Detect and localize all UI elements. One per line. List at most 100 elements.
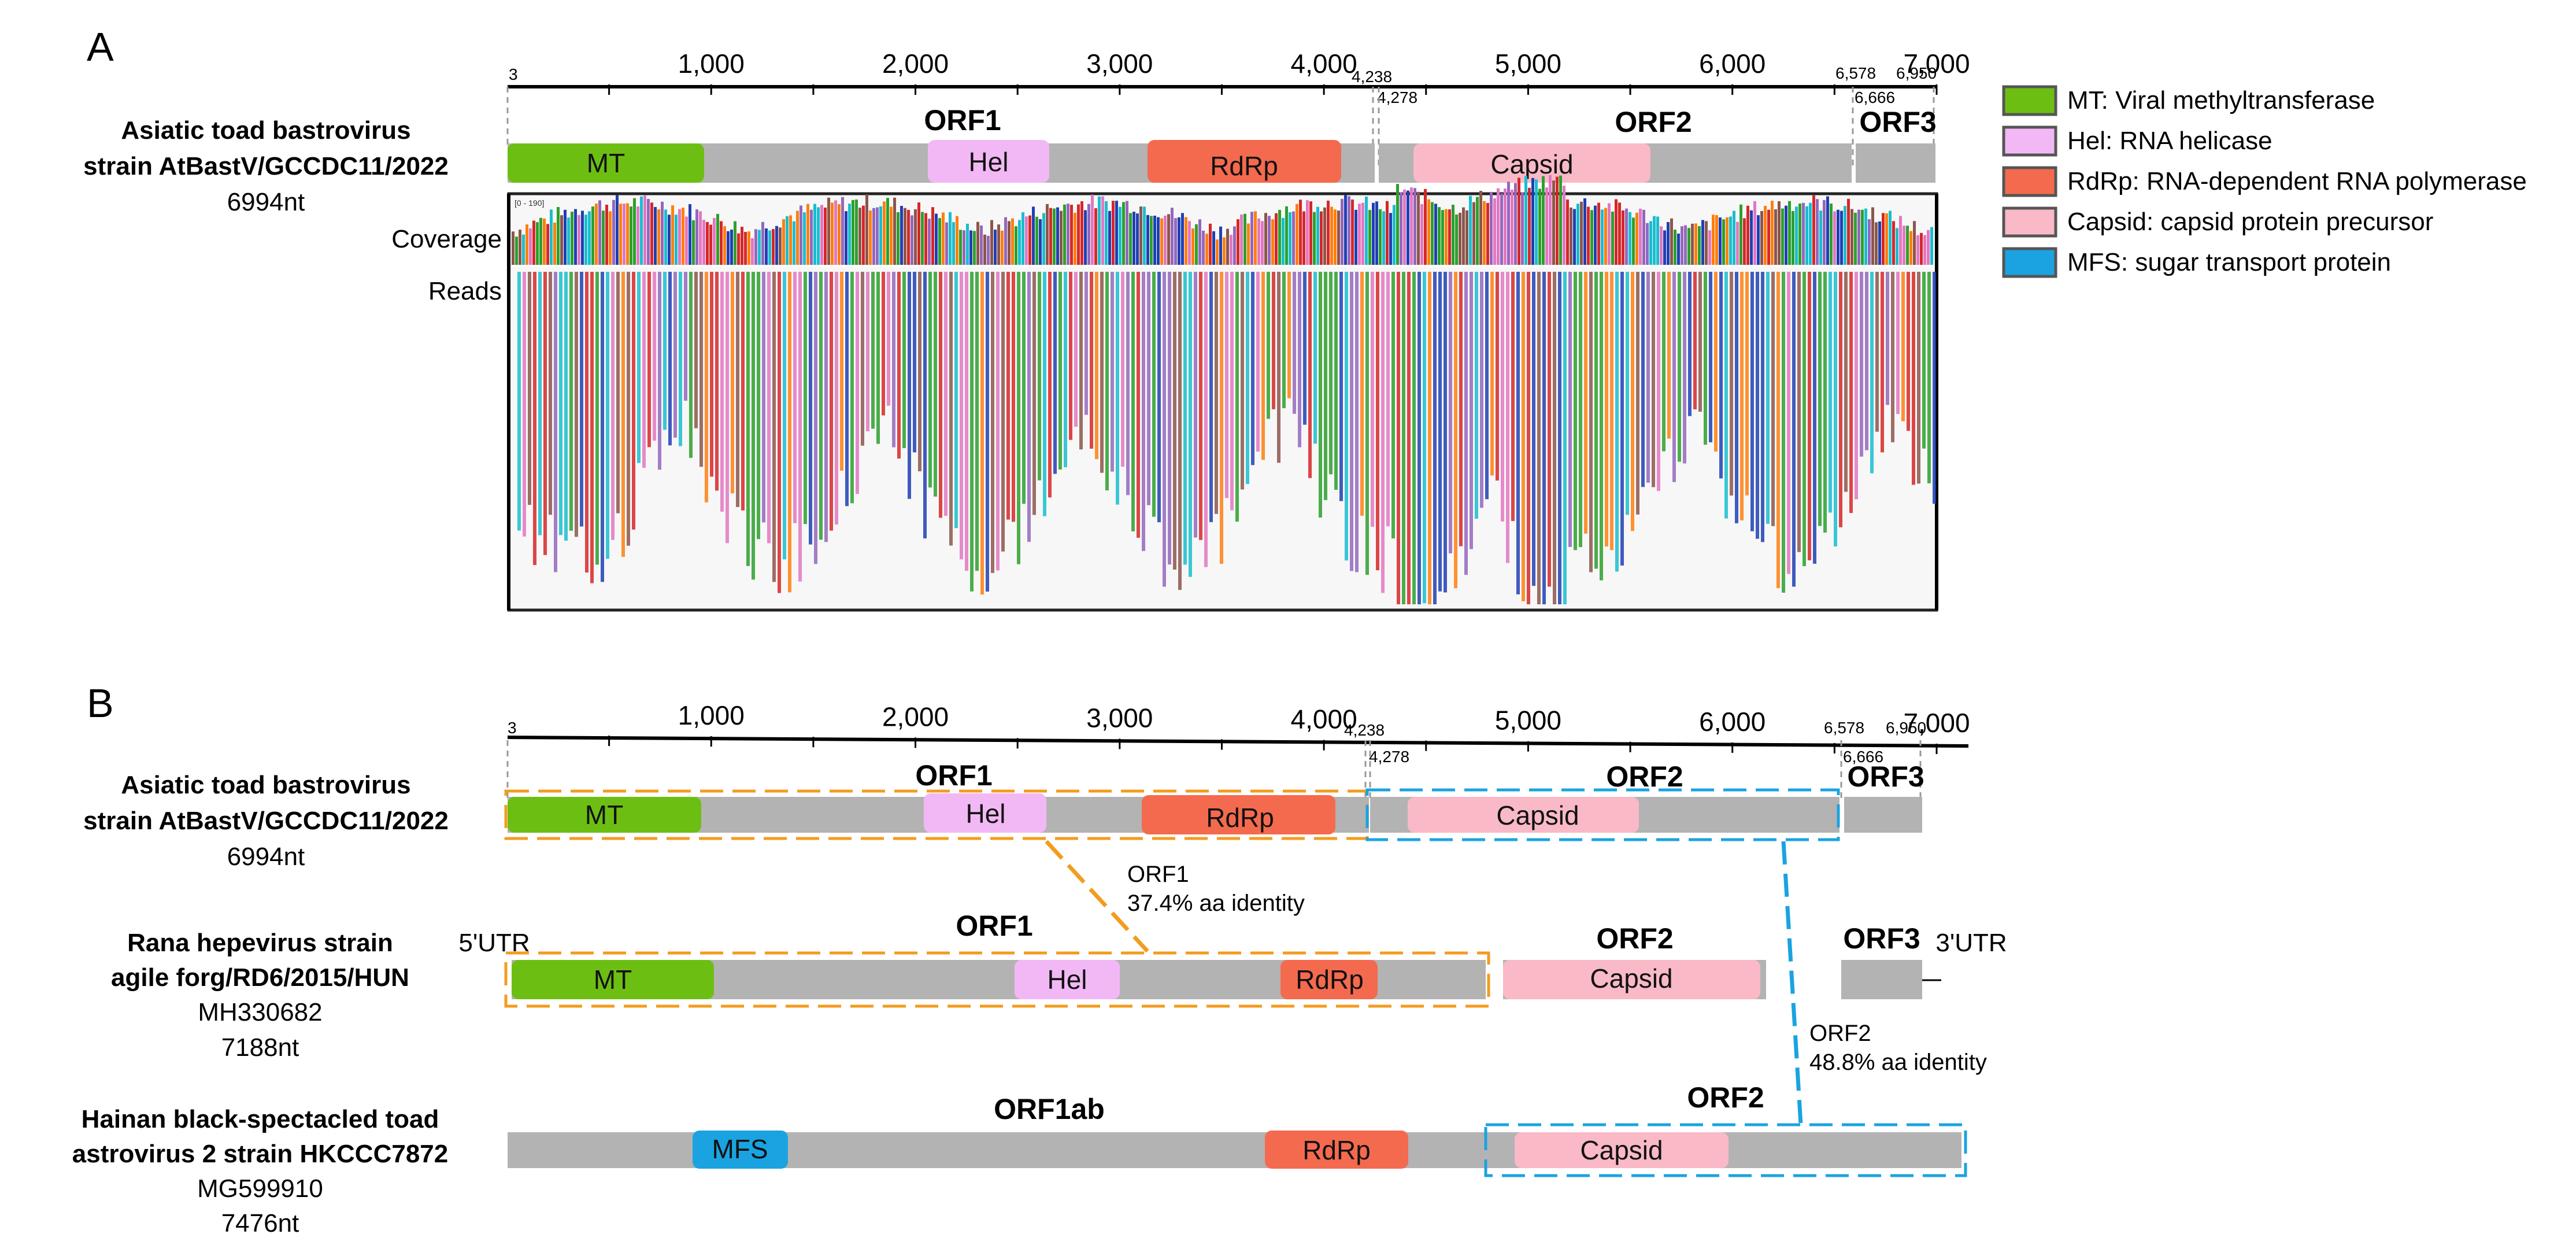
coverage-bar (1559, 175, 1562, 266)
read-stack (569, 272, 573, 531)
read-stack (1319, 272, 1322, 518)
coverage-bar (1687, 228, 1690, 266)
coverage-bar (754, 229, 757, 266)
coverage-bar (911, 215, 913, 266)
coverage-bar (695, 209, 698, 266)
coverage-bar (1323, 207, 1326, 266)
coverage-bar (1459, 212, 1461, 266)
read-stack (1246, 272, 1249, 485)
panel-b-letter: B (87, 681, 114, 726)
g1-name-line1: Asiatic toad bastrovirus (121, 771, 410, 799)
read-stack (1574, 272, 1577, 551)
coverage-bar (1639, 208, 1642, 266)
coverage-bar (636, 206, 639, 266)
coverage-bar (935, 213, 938, 266)
read-stack (845, 272, 849, 507)
coverage-bar (945, 222, 948, 266)
coverage-bar (1913, 221, 1916, 266)
coverage-bar (1098, 196, 1101, 266)
coverage-bar (1681, 226, 1683, 266)
coverage-bar (1063, 204, 1066, 266)
coverage-bar (1157, 217, 1160, 266)
coverage-bar (609, 211, 612, 266)
coverage-bar (803, 212, 806, 266)
coverage-bar (1126, 201, 1128, 266)
read-stack (1652, 272, 1655, 487)
read-stack (1797, 272, 1801, 552)
identity1-line1: ORF1 (1127, 862, 1189, 887)
coverage-bar (768, 230, 771, 266)
read-stack (1568, 272, 1572, 547)
coverage-bar (1122, 202, 1125, 266)
read-stack (1818, 272, 1822, 526)
coverage-bar (1282, 217, 1285, 266)
coverage-bar (1389, 213, 1392, 266)
read-stack (611, 272, 615, 540)
read-stack (1626, 272, 1629, 515)
coverage-bar (1615, 199, 1618, 266)
coverage-bar (1348, 196, 1350, 266)
read-stack (840, 272, 843, 471)
coverage-bar (1691, 223, 1694, 266)
read-stack (1220, 272, 1223, 564)
coverage-bar (855, 200, 858, 266)
g1-orf3-label: ORF3 (1847, 760, 1924, 793)
coverage-bar (1590, 210, 1593, 266)
coverage-bar (1667, 221, 1670, 266)
coverage-bar (1070, 205, 1073, 266)
read-stack (887, 272, 890, 406)
read-stack (1417, 272, 1421, 604)
coverage-bar (858, 208, 861, 266)
read-stack (590, 272, 594, 583)
b-boundary-4238: 4,238 (1344, 721, 1385, 739)
coverage-bar (980, 225, 983, 266)
coverage-bar (1864, 208, 1867, 266)
read-stack (892, 272, 895, 448)
coverage-bar (1927, 230, 1930, 266)
coverage-bar (1549, 175, 1552, 266)
read-stack (1823, 272, 1827, 533)
read-stack (1527, 272, 1530, 604)
coverage-bar (1375, 201, 1378, 266)
coverage-bar (1337, 210, 1340, 266)
coverage-bar (1556, 176, 1559, 266)
coverage-bar (1729, 216, 1732, 266)
read-stack (1860, 272, 1863, 457)
read-stack (1012, 272, 1015, 522)
coverage-bar (1292, 211, 1295, 266)
coverage-bar (1538, 189, 1541, 266)
domain-legend: MT: Viral methyltransferase Hel: RNA heli… (2002, 85, 2527, 278)
coverage-bar (994, 230, 997, 266)
read-stack (856, 272, 859, 494)
read-stack (533, 272, 536, 566)
coverage-bar (543, 218, 546, 266)
read-stack (1183, 272, 1187, 565)
coverage-bar (786, 216, 789, 266)
coverage-bar (1781, 208, 1784, 266)
coverage-bar (647, 198, 650, 266)
coverage-bar (619, 204, 622, 266)
read-stack (1131, 272, 1135, 531)
read-stack (798, 272, 802, 582)
coverage-bar (664, 209, 667, 266)
read-stack (1532, 272, 1535, 586)
read-stack (1657, 272, 1660, 491)
g3-capsid-domain (1515, 1132, 1729, 1168)
read-stack (850, 272, 854, 504)
coverage-bar (1573, 209, 1576, 266)
coverage-bar (1049, 208, 1052, 266)
read-stack (1365, 272, 1369, 575)
coverage-bar (1212, 231, 1215, 266)
coverage-bar (1628, 212, 1631, 266)
coverage-bar (1830, 204, 1833, 266)
read-stack (1636, 272, 1639, 515)
coverage-bar (886, 198, 889, 266)
coverage-bar (1524, 176, 1527, 266)
coverage-bar (539, 217, 542, 266)
coverage-bar (1472, 202, 1475, 266)
mt-label: MT (587, 148, 625, 178)
read-stack (1886, 272, 1889, 405)
read-stack (918, 272, 921, 471)
read-stack (939, 272, 942, 518)
read-stack (1464, 272, 1468, 575)
